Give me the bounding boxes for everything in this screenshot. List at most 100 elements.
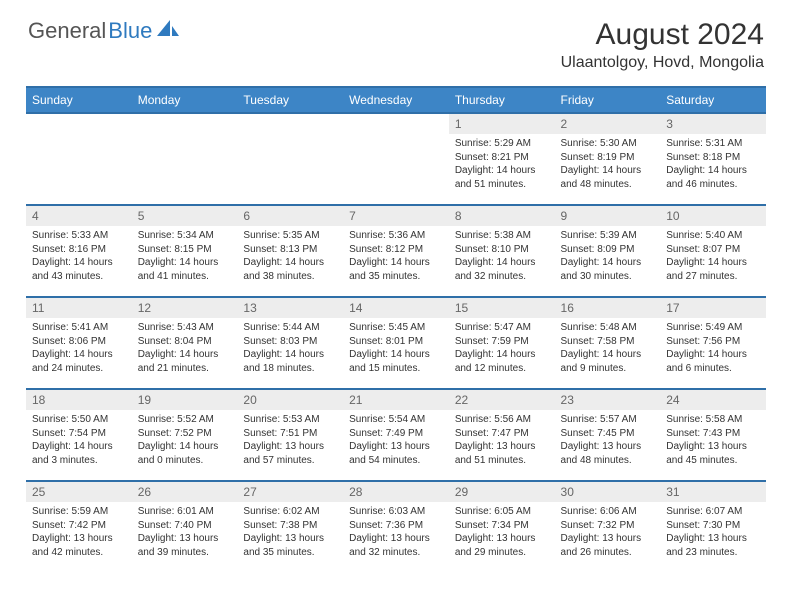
day-number: 11	[26, 298, 132, 318]
calendar-cell: 20Sunrise: 5:53 AMSunset: 7:51 PMDayligh…	[237, 389, 343, 481]
brand-logo: General Blue	[28, 18, 179, 44]
calendar-row: 25Sunrise: 5:59 AMSunset: 7:42 PMDayligh…	[26, 481, 766, 573]
calendar-cell: 30Sunrise: 6:06 AMSunset: 7:32 PMDayligh…	[555, 481, 661, 573]
calendar-cell: 14Sunrise: 5:45 AMSunset: 8:01 PMDayligh…	[343, 297, 449, 389]
day-number: 27	[237, 482, 343, 502]
day-number: 2	[555, 114, 661, 134]
day-number: 7	[343, 206, 449, 226]
day-number: 4	[26, 206, 132, 226]
weekday-header: Friday	[555, 87, 661, 113]
weekday-header: Wednesday	[343, 87, 449, 113]
calendar-row: 4Sunrise: 5:33 AMSunset: 8:16 PMDaylight…	[26, 205, 766, 297]
calendar-cell: 24Sunrise: 5:58 AMSunset: 7:43 PMDayligh…	[660, 389, 766, 481]
day-number: 30	[555, 482, 661, 502]
calendar-cell: 22Sunrise: 5:56 AMSunset: 7:47 PMDayligh…	[449, 389, 555, 481]
calendar-cell: 23Sunrise: 5:57 AMSunset: 7:45 PMDayligh…	[555, 389, 661, 481]
calendar-cell: 19Sunrise: 5:52 AMSunset: 7:52 PMDayligh…	[132, 389, 238, 481]
calendar-cell: 10Sunrise: 5:40 AMSunset: 8:07 PMDayligh…	[660, 205, 766, 297]
calendar-cell: 9Sunrise: 5:39 AMSunset: 8:09 PMDaylight…	[555, 205, 661, 297]
calendar-cell: 27Sunrise: 6:02 AMSunset: 7:38 PMDayligh…	[237, 481, 343, 573]
day-number: 18	[26, 390, 132, 410]
day-data: Sunrise: 5:36 AMSunset: 8:12 PMDaylight:…	[343, 226, 449, 287]
brand-sail-icon	[157, 20, 179, 43]
day-number: 10	[660, 206, 766, 226]
day-data: Sunrise: 5:43 AMSunset: 8:04 PMDaylight:…	[132, 318, 238, 379]
day-number: 13	[237, 298, 343, 318]
day-number: 8	[449, 206, 555, 226]
brand-part1: General	[28, 18, 106, 44]
calendar-cell: 12Sunrise: 5:43 AMSunset: 8:04 PMDayligh…	[132, 297, 238, 389]
calendar-cell: 5Sunrise: 5:34 AMSunset: 8:15 PMDaylight…	[132, 205, 238, 297]
calendar-cell	[26, 113, 132, 205]
weekday-header-row: SundayMondayTuesdayWednesdayThursdayFrid…	[26, 87, 766, 113]
calendar-cell: 21Sunrise: 5:54 AMSunset: 7:49 PMDayligh…	[343, 389, 449, 481]
day-number: 3	[660, 114, 766, 134]
day-data: Sunrise: 5:52 AMSunset: 7:52 PMDaylight:…	[132, 410, 238, 471]
calendar-body: 1Sunrise: 5:29 AMSunset: 8:21 PMDaylight…	[26, 113, 766, 573]
day-data: Sunrise: 5:31 AMSunset: 8:18 PMDaylight:…	[660, 134, 766, 195]
day-number: 21	[343, 390, 449, 410]
calendar-cell: 25Sunrise: 5:59 AMSunset: 7:42 PMDayligh…	[26, 481, 132, 573]
calendar-cell: 16Sunrise: 5:48 AMSunset: 7:58 PMDayligh…	[555, 297, 661, 389]
day-number: 17	[660, 298, 766, 318]
calendar-cell	[343, 113, 449, 205]
calendar-cell: 4Sunrise: 5:33 AMSunset: 8:16 PMDaylight…	[26, 205, 132, 297]
calendar-cell: 29Sunrise: 6:05 AMSunset: 7:34 PMDayligh…	[449, 481, 555, 573]
day-number: 20	[237, 390, 343, 410]
day-number: 19	[132, 390, 238, 410]
day-data: Sunrise: 5:39 AMSunset: 8:09 PMDaylight:…	[555, 226, 661, 287]
day-data: Sunrise: 5:30 AMSunset: 8:19 PMDaylight:…	[555, 134, 661, 195]
day-number: 26	[132, 482, 238, 502]
day-number: 9	[555, 206, 661, 226]
calendar-cell	[237, 113, 343, 205]
calendar-cell: 1Sunrise: 5:29 AMSunset: 8:21 PMDaylight…	[449, 113, 555, 205]
day-data: Sunrise: 5:53 AMSunset: 7:51 PMDaylight:…	[237, 410, 343, 471]
day-number: 25	[26, 482, 132, 502]
weekday-header: Tuesday	[237, 87, 343, 113]
weekday-header: Monday	[132, 87, 238, 113]
calendar-cell: 31Sunrise: 6:07 AMSunset: 7:30 PMDayligh…	[660, 481, 766, 573]
day-data: Sunrise: 5:45 AMSunset: 8:01 PMDaylight:…	[343, 318, 449, 379]
calendar-cell	[132, 113, 238, 205]
day-number: 5	[132, 206, 238, 226]
day-data: Sunrise: 5:40 AMSunset: 8:07 PMDaylight:…	[660, 226, 766, 287]
weekday-header: Sunday	[26, 87, 132, 113]
day-data: Sunrise: 5:59 AMSunset: 7:42 PMDaylight:…	[26, 502, 132, 563]
day-number: 6	[237, 206, 343, 226]
calendar-cell: 11Sunrise: 5:41 AMSunset: 8:06 PMDayligh…	[26, 297, 132, 389]
day-data: Sunrise: 5:58 AMSunset: 7:43 PMDaylight:…	[660, 410, 766, 471]
page-header: General Blue August 2024 Ulaantolgoy, Ho…	[0, 0, 792, 80]
day-number: 31	[660, 482, 766, 502]
day-data: Sunrise: 5:49 AMSunset: 7:56 PMDaylight:…	[660, 318, 766, 379]
day-data: Sunrise: 6:02 AMSunset: 7:38 PMDaylight:…	[237, 502, 343, 563]
calendar-cell: 13Sunrise: 5:44 AMSunset: 8:03 PMDayligh…	[237, 297, 343, 389]
calendar-cell: 3Sunrise: 5:31 AMSunset: 8:18 PMDaylight…	[660, 113, 766, 205]
calendar-cell: 15Sunrise: 5:47 AMSunset: 7:59 PMDayligh…	[449, 297, 555, 389]
calendar-cell: 17Sunrise: 5:49 AMSunset: 7:56 PMDayligh…	[660, 297, 766, 389]
day-data: Sunrise: 5:33 AMSunset: 8:16 PMDaylight:…	[26, 226, 132, 287]
calendar-cell: 6Sunrise: 5:35 AMSunset: 8:13 PMDaylight…	[237, 205, 343, 297]
day-data: Sunrise: 5:56 AMSunset: 7:47 PMDaylight:…	[449, 410, 555, 471]
calendar-cell: 7Sunrise: 5:36 AMSunset: 8:12 PMDaylight…	[343, 205, 449, 297]
day-data: Sunrise: 5:34 AMSunset: 8:15 PMDaylight:…	[132, 226, 238, 287]
day-number: 28	[343, 482, 449, 502]
calendar-cell: 2Sunrise: 5:30 AMSunset: 8:19 PMDaylight…	[555, 113, 661, 205]
title-block: August 2024 Ulaantolgoy, Hovd, Mongolia	[561, 18, 764, 72]
day-data: Sunrise: 6:03 AMSunset: 7:36 PMDaylight:…	[343, 502, 449, 563]
day-data: Sunrise: 5:48 AMSunset: 7:58 PMDaylight:…	[555, 318, 661, 379]
day-data: Sunrise: 5:44 AMSunset: 8:03 PMDaylight:…	[237, 318, 343, 379]
day-data: Sunrise: 5:38 AMSunset: 8:10 PMDaylight:…	[449, 226, 555, 287]
location-text: Ulaantolgoy, Hovd, Mongolia	[561, 54, 764, 72]
calendar-row: 11Sunrise: 5:41 AMSunset: 8:06 PMDayligh…	[26, 297, 766, 389]
day-data: Sunrise: 5:29 AMSunset: 8:21 PMDaylight:…	[449, 134, 555, 195]
weekday-header: Saturday	[660, 87, 766, 113]
brand-part2: Blue	[108, 18, 152, 44]
day-data: Sunrise: 5:41 AMSunset: 8:06 PMDaylight:…	[26, 318, 132, 379]
day-number: 15	[449, 298, 555, 318]
calendar-row: 18Sunrise: 5:50 AMSunset: 7:54 PMDayligh…	[26, 389, 766, 481]
day-number: 23	[555, 390, 661, 410]
month-title: August 2024	[561, 18, 764, 52]
calendar-cell: 26Sunrise: 6:01 AMSunset: 7:40 PMDayligh…	[132, 481, 238, 573]
day-data: Sunrise: 5:35 AMSunset: 8:13 PMDaylight:…	[237, 226, 343, 287]
day-data: Sunrise: 6:07 AMSunset: 7:30 PMDaylight:…	[660, 502, 766, 563]
